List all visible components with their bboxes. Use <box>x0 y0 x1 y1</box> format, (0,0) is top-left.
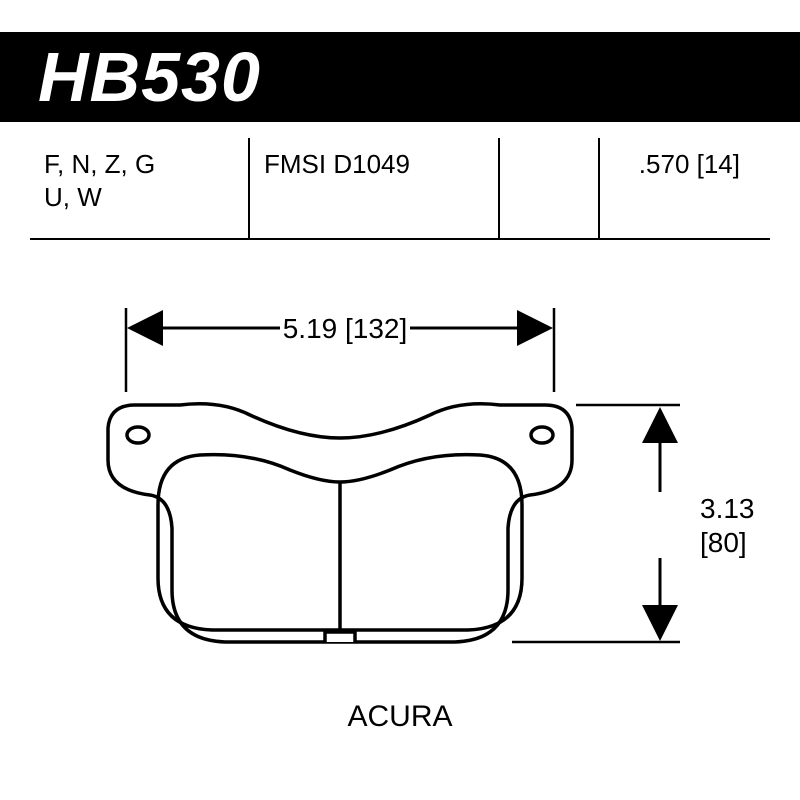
compounds-line1: F, N, Z, G <box>44 148 234 181</box>
thickness-value: .570 [14] <box>614 148 740 181</box>
header-band: HB530 <box>0 32 800 122</box>
width-mm: [132] <box>345 313 407 344</box>
compounds-line2: U, W <box>44 181 234 214</box>
height-in: 3.13 <box>700 493 755 524</box>
spec-empty <box>500 138 600 238</box>
diagram: 5.19 [132] 3.13 [80] <box>0 260 800 720</box>
width-in: 5.19 <box>283 313 338 344</box>
fmsi-value: FMSI D1049 <box>264 148 484 181</box>
spec-row: F, N, Z, G U, W FMSI D1049 .570 [14] <box>0 138 800 238</box>
spec-compounds: F, N, Z, G U, W <box>30 138 250 238</box>
height-mm: [80] <box>700 527 747 558</box>
width-dimension: 5.19 [132] <box>126 308 554 392</box>
brake-pad-outline <box>108 404 572 642</box>
part-number: HB530 <box>38 37 261 117</box>
brand-label: ACURA <box>0 700 800 734</box>
spec-divider <box>30 238 770 240</box>
svg-text:5.19 [132]: 5.19 [132] <box>283 313 408 344</box>
spec-thickness: .570 [14] <box>600 138 770 238</box>
spec-fmsi: FMSI D1049 <box>250 138 500 238</box>
